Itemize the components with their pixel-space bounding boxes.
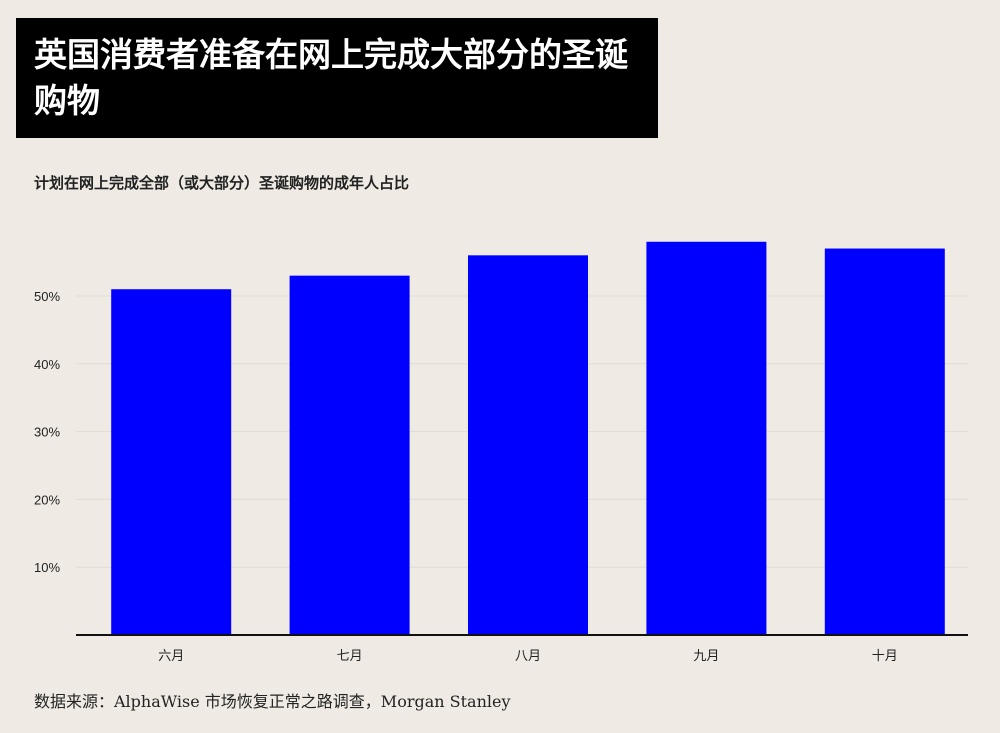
y-tick-label: 30% bbox=[34, 425, 60, 440]
title-box: 英国消费者准备在网上完成大部分的圣诞购物 bbox=[16, 18, 658, 138]
bar-5 bbox=[824, 248, 945, 636]
x-tick-label: 七月 bbox=[337, 649, 363, 664]
y-tick-label: 50% bbox=[34, 289, 60, 304]
x-tick-label: 八月 bbox=[515, 649, 541, 664]
x-tick-label: 六月 bbox=[158, 649, 184, 664]
y-tick-label: 10% bbox=[34, 560, 60, 575]
y-tick-label: 20% bbox=[34, 492, 60, 507]
bar-2 bbox=[289, 275, 410, 635]
x-tick-label: 九月 bbox=[693, 649, 719, 664]
chart-title: 英国消费者准备在网上完成大部分的圣诞购物 bbox=[34, 35, 628, 120]
bar-3 bbox=[468, 255, 588, 635]
x-tick-label: 十月 bbox=[872, 649, 898, 664]
source-note: 数据来源：AlphaWise 市场恢复正常之路调查，Morgan Stanley bbox=[34, 692, 511, 711]
chart-subtitle: 计划在网上完成全部（或大部分）圣诞购物的成年人占比 bbox=[34, 174, 410, 192]
bar-4 bbox=[646, 241, 767, 635]
bar-1 bbox=[111, 289, 232, 635]
y-tick-label: 40% bbox=[34, 357, 60, 372]
